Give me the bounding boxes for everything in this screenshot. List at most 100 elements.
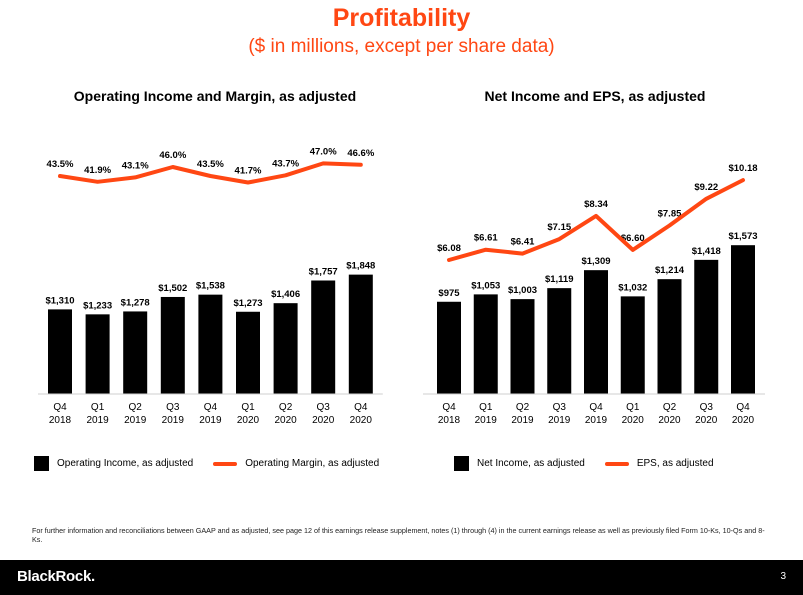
legend-item-operating-margin: Operating Margin, as adjusted (213, 458, 379, 469)
legend-item-net-income: Net Income, as adjusted (454, 456, 585, 471)
line-value-label: 43.7% (272, 158, 299, 169)
line-value-label: $6.08 (437, 243, 461, 254)
x-tick-label: Q4 (354, 402, 368, 413)
bar-value-label: $1,214 (655, 265, 685, 276)
bar-value-label: $1,309 (581, 256, 610, 267)
line-value-label: 47.0% (310, 146, 337, 157)
x-tick-label: Q1 (479, 402, 493, 413)
operating-income-chart: $1,310 Q4 2018 43.5% $1,233 Q1 2019 41.9% $1,278… (38, 146, 383, 426)
x-tick-label: 2018 (438, 415, 461, 426)
bar-value-label: $1,538 (196, 281, 225, 292)
legend-label: Net Income, as adjusted (477, 458, 585, 469)
bar (48, 309, 72, 394)
x-tick-label: 2020 (658, 415, 681, 426)
legend-item-operating-income: Operating Income, as adjusted (34, 456, 193, 471)
page-title: Profitability (332, 4, 471, 32)
legend-label: Operating Income, as adjusted (57, 458, 194, 469)
x-tick-label: Q3 (700, 402, 714, 413)
bar (273, 303, 298, 394)
chart-title-net-income: Net Income and EPS, as adjusted (484, 88, 706, 104)
bar (311, 280, 336, 394)
x-tick-label: 2019 (475, 415, 498, 426)
line-value-label: 41.9% (84, 165, 111, 176)
bar (437, 301, 461, 394)
x-tick-label: 2020 (274, 415, 297, 426)
x-tick-label: Q3 (166, 402, 180, 413)
bar (584, 270, 608, 394)
series-line (447, 178, 745, 262)
bar (657, 279, 682, 394)
bar-value-label: $1,119 (545, 274, 574, 285)
legend-swatch-line (604, 461, 629, 466)
bar-value-label: $1,278 (121, 297, 150, 308)
legend-label: Operating Margin, as adjusted (245, 458, 380, 469)
line-value-label: 43.1% (122, 160, 149, 171)
line-value-label: 43.5% (47, 159, 74, 170)
line-value-label: 43.5% (197, 159, 224, 170)
bar-value-label: $1,032 (618, 282, 647, 293)
brand-logo: BlackRock. (17, 568, 95, 585)
line-value-label: $6.61 (474, 233, 498, 244)
line-value-label: $6.41 (511, 237, 535, 248)
bar-value-label: $1,003 (508, 285, 537, 296)
bar-value-label: $1,310 (45, 295, 74, 306)
legend-label: EPS, as adjusted (636, 458, 714, 469)
line-value-label: $9.22 (694, 182, 718, 193)
line-value-label: 46.0% (159, 150, 186, 161)
bar (348, 274, 373, 394)
bar-value-label: $1,418 (692, 246, 721, 257)
x-tick-label: 2019 (548, 415, 571, 426)
line-value-label: $10.18 (728, 163, 757, 174)
bar (198, 294, 223, 394)
x-tick-label: Q1 (241, 402, 255, 413)
bar-value-label: $1,502 (158, 283, 187, 294)
x-tick-label: Q4 (589, 402, 603, 413)
chart-title-operating-income: Operating Income and Margin, as adjusted (73, 88, 357, 104)
x-tick-label: 2020 (237, 415, 260, 426)
x-tick-label: Q1 (91, 402, 105, 413)
line-value-label: $7.85 (658, 208, 682, 219)
x-tick-label: 2019 (162, 415, 185, 426)
legend-swatch-line (213, 461, 238, 466)
bar-value-label: $1,573 (728, 231, 757, 242)
line-value-label: 46.6% (347, 148, 374, 159)
x-tick-label: 2020 (622, 415, 645, 426)
x-tick-label: Q1 (626, 402, 640, 413)
bar-value-label: $1,053 (471, 280, 500, 291)
x-tick-label: 2018 (49, 415, 72, 426)
x-tick-label: Q4 (204, 402, 218, 413)
x-tick-label: 2020 (732, 415, 755, 426)
bar-value-label: $1,848 (346, 261, 375, 272)
bar (123, 311, 148, 394)
bar (547, 288, 572, 394)
x-tick-label: Q2 (663, 402, 677, 413)
x-tick-label: 2020 (695, 415, 718, 426)
bar (694, 259, 719, 394)
x-tick-label: 2020 (350, 415, 373, 426)
bar (510, 299, 535, 394)
footnote: For further information and reconciliati… (32, 526, 765, 544)
x-tick-label: Q4 (442, 402, 456, 413)
bar-value-label: $1,273 (233, 298, 262, 309)
bar-value-label: $1,233 (83, 300, 112, 311)
x-tick-label: 2019 (511, 415, 534, 426)
net-income-chart: $975 Q4 2018 $6.08 $1,053 Q1 2019 $6.61 $1,003 Q2… (423, 163, 765, 426)
bar (731, 245, 755, 394)
bar (473, 294, 498, 394)
x-tick-label: 2019 (199, 415, 222, 426)
x-tick-label: 2019 (585, 415, 608, 426)
x-tick-label: Q2 (516, 402, 530, 413)
legend-swatch-bar (454, 456, 469, 471)
legend-item-eps: EPS, as adjusted (604, 458, 714, 469)
series-line (58, 161, 363, 185)
page-subtitle: ($ in millions, except per share data) (248, 36, 555, 57)
x-tick-label: Q4 (53, 402, 67, 413)
x-tick-label: Q2 (279, 402, 293, 413)
bar (620, 296, 645, 394)
x-tick-label: 2019 (86, 415, 109, 426)
page-number: 3 (780, 571, 786, 582)
x-tick-label: 2020 (312, 415, 335, 426)
footer-bar: BlackRock. 3 (0, 560, 803, 595)
line-value-label: 41.7% (235, 165, 262, 176)
legend-net-income: Net Income, as adjusted EPS, as adjusted (454, 456, 714, 471)
